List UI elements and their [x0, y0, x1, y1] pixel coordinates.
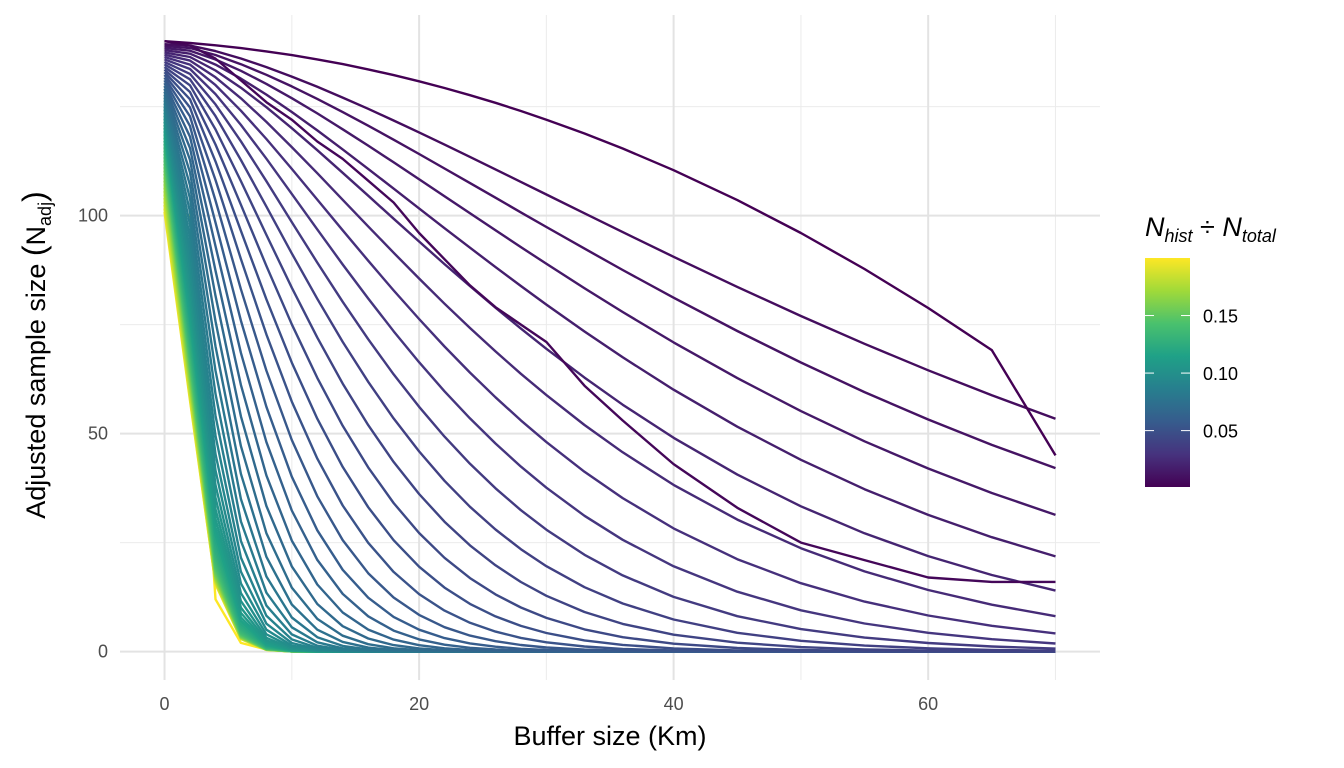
series-line: [163, 115, 1056, 653]
colorbar-tick-label: 0.05: [1203, 422, 1238, 442]
series-line: [163, 71, 1056, 653]
colorbar: [1145, 258, 1190, 487]
series-line: [163, 204, 1056, 653]
series-line: [163, 63, 1056, 652]
series-line: [164, 46, 1056, 517]
y-tick-label: 0: [98, 642, 108, 662]
x-tick-label: 0: [160, 694, 170, 714]
y-tick-label: 50: [88, 424, 108, 444]
series-line: [164, 40, 1056, 584]
y-tick-label: 100: [78, 206, 108, 226]
series-line: [164, 44, 1056, 470]
series-line: [163, 173, 1056, 653]
x-axis-title: Buffer size (Km): [513, 721, 706, 751]
series-line: [163, 170, 1056, 653]
series-line: [164, 51, 1056, 592]
x-tick-label: 40: [664, 694, 684, 714]
y-axis-title: Adjusted sample size (Nadj): [16, 191, 55, 518]
colorbar-tick-label: 0.15: [1203, 307, 1238, 327]
series-line: [163, 74, 1056, 653]
colorbar-legend: Nhist ÷ Ntotal 0.05 0.10 0.15: [1145, 212, 1277, 487]
series-line: [163, 131, 1056, 653]
series-line: [164, 49, 1056, 558]
y-tick-labels: 0 50 100: [78, 206, 108, 662]
colorbar-tick-label: 0.10: [1203, 364, 1238, 384]
series-line: [163, 201, 1056, 653]
series-line: [163, 109, 1056, 653]
series-line: [163, 112, 1056, 653]
series-line: [163, 118, 1056, 653]
x-tick-labels: 0 20 40 60: [160, 694, 939, 714]
series-line: [164, 40, 1057, 457]
series-line: [164, 53, 1056, 618]
series-line: [163, 190, 1056, 653]
series-line: [163, 79, 1056, 653]
x-tick-label: 20: [409, 694, 429, 714]
series-line: [163, 60, 1056, 650]
series-line: [163, 66, 1056, 653]
series-line: [163, 208, 1056, 653]
series-line: [163, 68, 1056, 653]
series-line: [164, 43, 1056, 420]
series-line: [163, 211, 1056, 653]
x-tick-label: 60: [918, 694, 938, 714]
series-line: [163, 76, 1056, 653]
series-lines: [163, 40, 1057, 653]
colorbar-title: Nhist ÷ Ntotal: [1145, 212, 1277, 246]
colorbar-ticks: 0.05 0.10 0.15: [1145, 307, 1238, 442]
series-line: [163, 127, 1056, 653]
series-line: [163, 187, 1056, 653]
series-line: [164, 55, 1056, 635]
series-line: [164, 58, 1056, 645]
